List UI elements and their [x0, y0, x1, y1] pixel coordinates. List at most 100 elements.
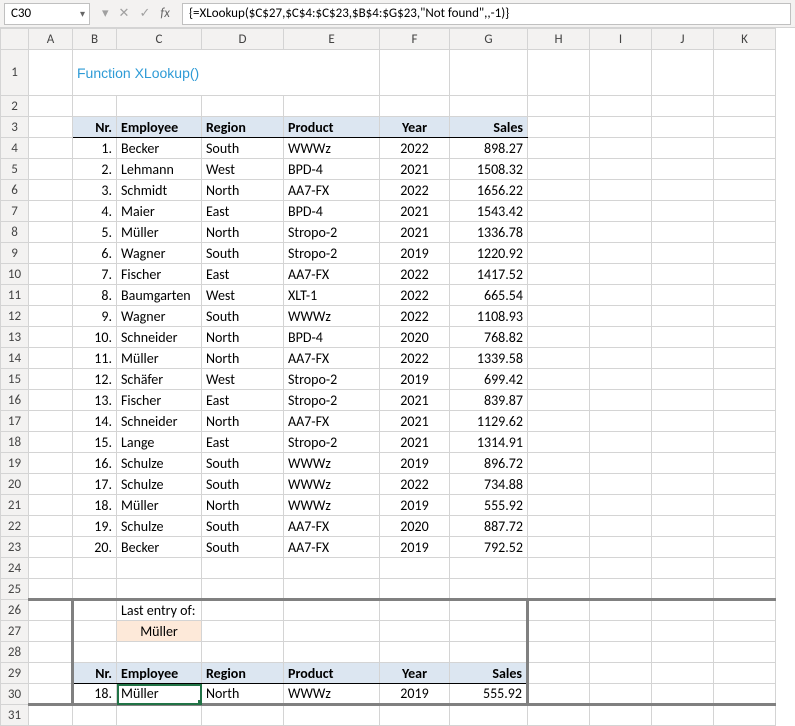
- cell-emp[interactable]: Becker: [117, 138, 202, 159]
- cell-sales[interactable]: 699.42: [450, 369, 528, 390]
- accept-icon[interactable]: ✓: [139, 6, 150, 21]
- cancel-icon[interactable]: ✕: [119, 6, 130, 21]
- cell-sales[interactable]: 1220.92: [450, 243, 528, 264]
- cell[interactable]: [117, 705, 202, 726]
- cell-reg[interactable]: South: [202, 306, 284, 327]
- cell[interactable]: [590, 306, 652, 327]
- cell-prod[interactable]: WWWz: [284, 306, 380, 327]
- cell[interactable]: [284, 705, 380, 726]
- cell[interactable]: [29, 306, 73, 327]
- cell-nr[interactable]: 20.: [73, 537, 117, 558]
- row-header-11[interactable]: 11: [1, 285, 29, 306]
- cell-sales[interactable]: 555.92: [450, 495, 528, 516]
- cell[interactable]: [528, 705, 590, 726]
- cell-emp[interactable]: Schulze: [117, 453, 202, 474]
- cell[interactable]: [714, 537, 776, 558]
- hdr-reg[interactable]: Region: [202, 117, 284, 138]
- row-header-4[interactable]: 4: [1, 138, 29, 159]
- cell[interactable]: [714, 243, 776, 264]
- cell[interactable]: [714, 474, 776, 495]
- cell[interactable]: [652, 453, 714, 474]
- row-header-18[interactable]: 18: [1, 432, 29, 453]
- cell[interactable]: [528, 558, 590, 579]
- cell[interactable]: [202, 600, 284, 621]
- cell[interactable]: [590, 516, 652, 537]
- cell[interactable]: [528, 432, 590, 453]
- cell-emp[interactable]: Lehmann: [117, 159, 202, 180]
- cell[interactable]: [652, 495, 714, 516]
- cell[interactable]: [528, 600, 590, 621]
- cell[interactable]: [590, 243, 652, 264]
- cell[interactable]: [652, 600, 714, 621]
- res-sales[interactable]: 555.92: [450, 684, 528, 705]
- cell-yr[interactable]: 2022: [380, 264, 450, 285]
- cell-emp[interactable]: Schulze: [117, 516, 202, 537]
- col-header-C[interactable]: C: [117, 29, 202, 50]
- cell-sales[interactable]: 1339.58: [450, 348, 528, 369]
- cell[interactable]: [450, 50, 528, 96]
- cell[interactable]: [29, 453, 73, 474]
- cell[interactable]: [528, 264, 590, 285]
- cell-emp[interactable]: Maier: [117, 201, 202, 222]
- cell[interactable]: [590, 453, 652, 474]
- cell[interactable]: [714, 432, 776, 453]
- cell[interactable]: [29, 327, 73, 348]
- cell[interactable]: [202, 96, 284, 117]
- cell[interactable]: [29, 117, 73, 138]
- spreadsheet-grid[interactable]: ABCDEFGHIJK 1Function XLookup()23Nr.Empl…: [0, 28, 776, 726]
- cell[interactable]: [652, 50, 714, 96]
- cell[interactable]: [652, 705, 714, 726]
- res-emp[interactable]: Müller: [117, 684, 202, 705]
- row-header-10[interactable]: 10: [1, 264, 29, 285]
- cell[interactable]: [380, 558, 450, 579]
- cell-reg[interactable]: West: [202, 285, 284, 306]
- cell-nr[interactable]: 6.: [73, 243, 117, 264]
- cell-reg[interactable]: South: [202, 138, 284, 159]
- cell[interactable]: [528, 180, 590, 201]
- cell[interactable]: [528, 138, 590, 159]
- cell-nr[interactable]: 17.: [73, 474, 117, 495]
- cell[interactable]: [29, 285, 73, 306]
- cell-sales[interactable]: 768.82: [450, 327, 528, 348]
- cell[interactable]: [528, 96, 590, 117]
- rhdr-nr[interactable]: Nr.: [73, 663, 117, 684]
- cell[interactable]: [590, 327, 652, 348]
- cell[interactable]: [652, 138, 714, 159]
- cell[interactable]: [29, 96, 73, 117]
- row-header-6[interactable]: 6: [1, 180, 29, 201]
- cell[interactable]: [528, 642, 590, 663]
- cell[interactable]: [714, 327, 776, 348]
- hdr-sales[interactable]: Sales: [450, 117, 528, 138]
- cell[interactable]: [652, 327, 714, 348]
- cell-yr[interactable]: 2019: [380, 453, 450, 474]
- cell-nr[interactable]: 11.: [73, 348, 117, 369]
- cell[interactable]: [202, 642, 284, 663]
- cell-sales[interactable]: 1314.91: [450, 432, 528, 453]
- cell-nr[interactable]: 7.: [73, 264, 117, 285]
- cell[interactable]: [714, 138, 776, 159]
- cell[interactable]: [528, 50, 590, 96]
- row-header-7[interactable]: 7: [1, 201, 29, 222]
- cell[interactable]: [652, 621, 714, 642]
- cell-nr[interactable]: 9.: [73, 306, 117, 327]
- cell[interactable]: [29, 495, 73, 516]
- box-tl[interactable]: [73, 600, 117, 621]
- res-reg[interactable]: North: [202, 684, 284, 705]
- cell[interactable]: [380, 642, 450, 663]
- cell[interactable]: [528, 306, 590, 327]
- cell-prod[interactable]: BPD-4: [284, 201, 380, 222]
- cell[interactable]: [528, 579, 590, 600]
- cell-nr[interactable]: 13.: [73, 390, 117, 411]
- cell[interactable]: [714, 600, 776, 621]
- cell-emp[interactable]: Fischer: [117, 390, 202, 411]
- cell[interactable]: [652, 516, 714, 537]
- row-header-16[interactable]: 16: [1, 390, 29, 411]
- cell-nr[interactable]: 18.: [73, 495, 117, 516]
- cell-emp[interactable]: Baumgarten: [117, 285, 202, 306]
- cell-prod[interactable]: AA7-FX: [284, 348, 380, 369]
- row-header-22[interactable]: 22: [1, 516, 29, 537]
- cell[interactable]: [652, 159, 714, 180]
- cell[interactable]: [284, 96, 380, 117]
- cell-sales[interactable]: 1417.52: [450, 264, 528, 285]
- cell[interactable]: [29, 369, 73, 390]
